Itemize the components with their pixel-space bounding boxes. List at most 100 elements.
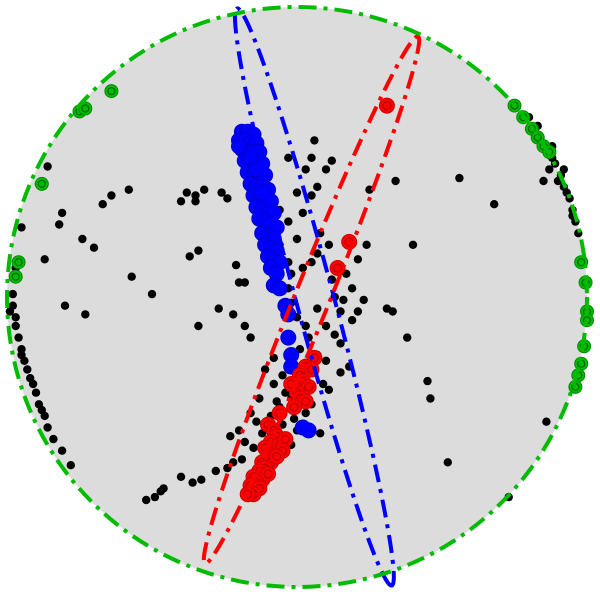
red-data-point [329,260,346,276]
red-data-point-ring [263,469,273,479]
red-data-point-ring [304,382,314,392]
black-data-point [240,321,249,331]
black-data-point [28,379,38,389]
black-data-point [423,376,432,386]
green-data-point-ring [527,124,537,133]
black-data-point [324,240,334,249]
black-data-point [98,200,107,209]
black-data-point [545,165,554,174]
black-data-point [339,295,348,305]
black-data-point [188,478,197,487]
black-data-point [269,353,278,363]
red-data-point [286,399,303,416]
green-data-point-ring [11,272,20,281]
black-data-point [182,188,191,197]
green-data-point-fill [104,84,119,99]
black-data-point [313,304,322,313]
black-data-point [17,350,26,360]
black-data-point [336,339,345,348]
black-data-point [150,492,160,502]
black-data-point [17,223,26,232]
black-data-point [40,255,49,264]
black-data-point [31,388,41,397]
black-data-point [347,284,357,293]
black-data-point [336,307,345,316]
red-data-point [268,448,285,465]
black-data-point [124,185,133,194]
black-data-point [313,182,322,191]
green-data-point-fill [34,176,49,191]
green-series-layer [8,84,594,394]
black-data-point [362,240,371,249]
blue-data-point [231,138,247,155]
red-data-point-ring [243,489,253,499]
black-data-point [66,461,76,470]
black-data-point [226,432,235,441]
boundary-layer [5,5,589,589]
black-data-point [408,240,418,249]
black-data-point [78,234,87,244]
black-data-point [539,176,548,186]
black-data-point [284,217,293,226]
green-data-point [34,176,49,191]
black-data-point [347,316,357,325]
black-data-point [211,466,220,476]
black-data-point [310,136,319,145]
black-data-point [307,258,316,267]
red-data-point-ring [382,101,392,111]
black-data-point [330,330,339,339]
black-data-point [562,188,571,197]
green-data-point-ring [14,258,23,267]
black-data-point [81,310,90,319]
black-data-point [57,208,67,218]
black-data-point [321,321,331,331]
black-data-point [284,153,293,162]
black-data-point [185,252,194,261]
green-data-point [104,84,119,99]
black-data-point [388,307,397,316]
black-data-point [49,434,58,444]
black-data-point [542,417,551,426]
black-data-point [318,379,328,389]
red-data-point [260,465,276,482]
black-data-point [191,191,200,200]
black-data-point [359,295,368,305]
black-data-point [8,301,17,310]
black-data-point [403,333,412,342]
black-data-point [89,243,99,252]
black-data-point [313,249,322,258]
black-data-point [426,394,435,403]
black-data-point [237,455,247,464]
black-data-point [194,246,203,255]
black-data-point [455,173,464,183]
black-data-point [353,307,363,316]
black-data-point [324,385,334,394]
black-data-point [55,220,64,229]
black-data-point [443,458,452,467]
black-data-point [249,443,258,452]
black-data-point [307,191,316,200]
black-data-point [327,156,336,165]
black-data-point [142,495,151,505]
red-data-point [297,393,314,410]
black-data-point [301,165,310,174]
black-data-point [252,417,261,426]
black-data-point [191,197,200,206]
red-data-point-fill [260,465,276,482]
black-data-point [214,304,223,313]
black-data-point [223,194,232,203]
red-data-point-ring [272,452,282,461]
black-data-point [231,260,241,270]
green-data-point-ring [577,258,586,267]
black-data-point [200,185,209,194]
red-data-point-ring [289,402,299,412]
red-data-point-fill [268,448,285,465]
black-data-point [194,321,203,331]
black-data-point [127,272,136,281]
black-data-point [321,356,331,365]
black-data-point [17,345,26,354]
black-data-point [278,371,287,380]
black-data-point [43,162,52,171]
blue-data-point [300,422,317,439]
